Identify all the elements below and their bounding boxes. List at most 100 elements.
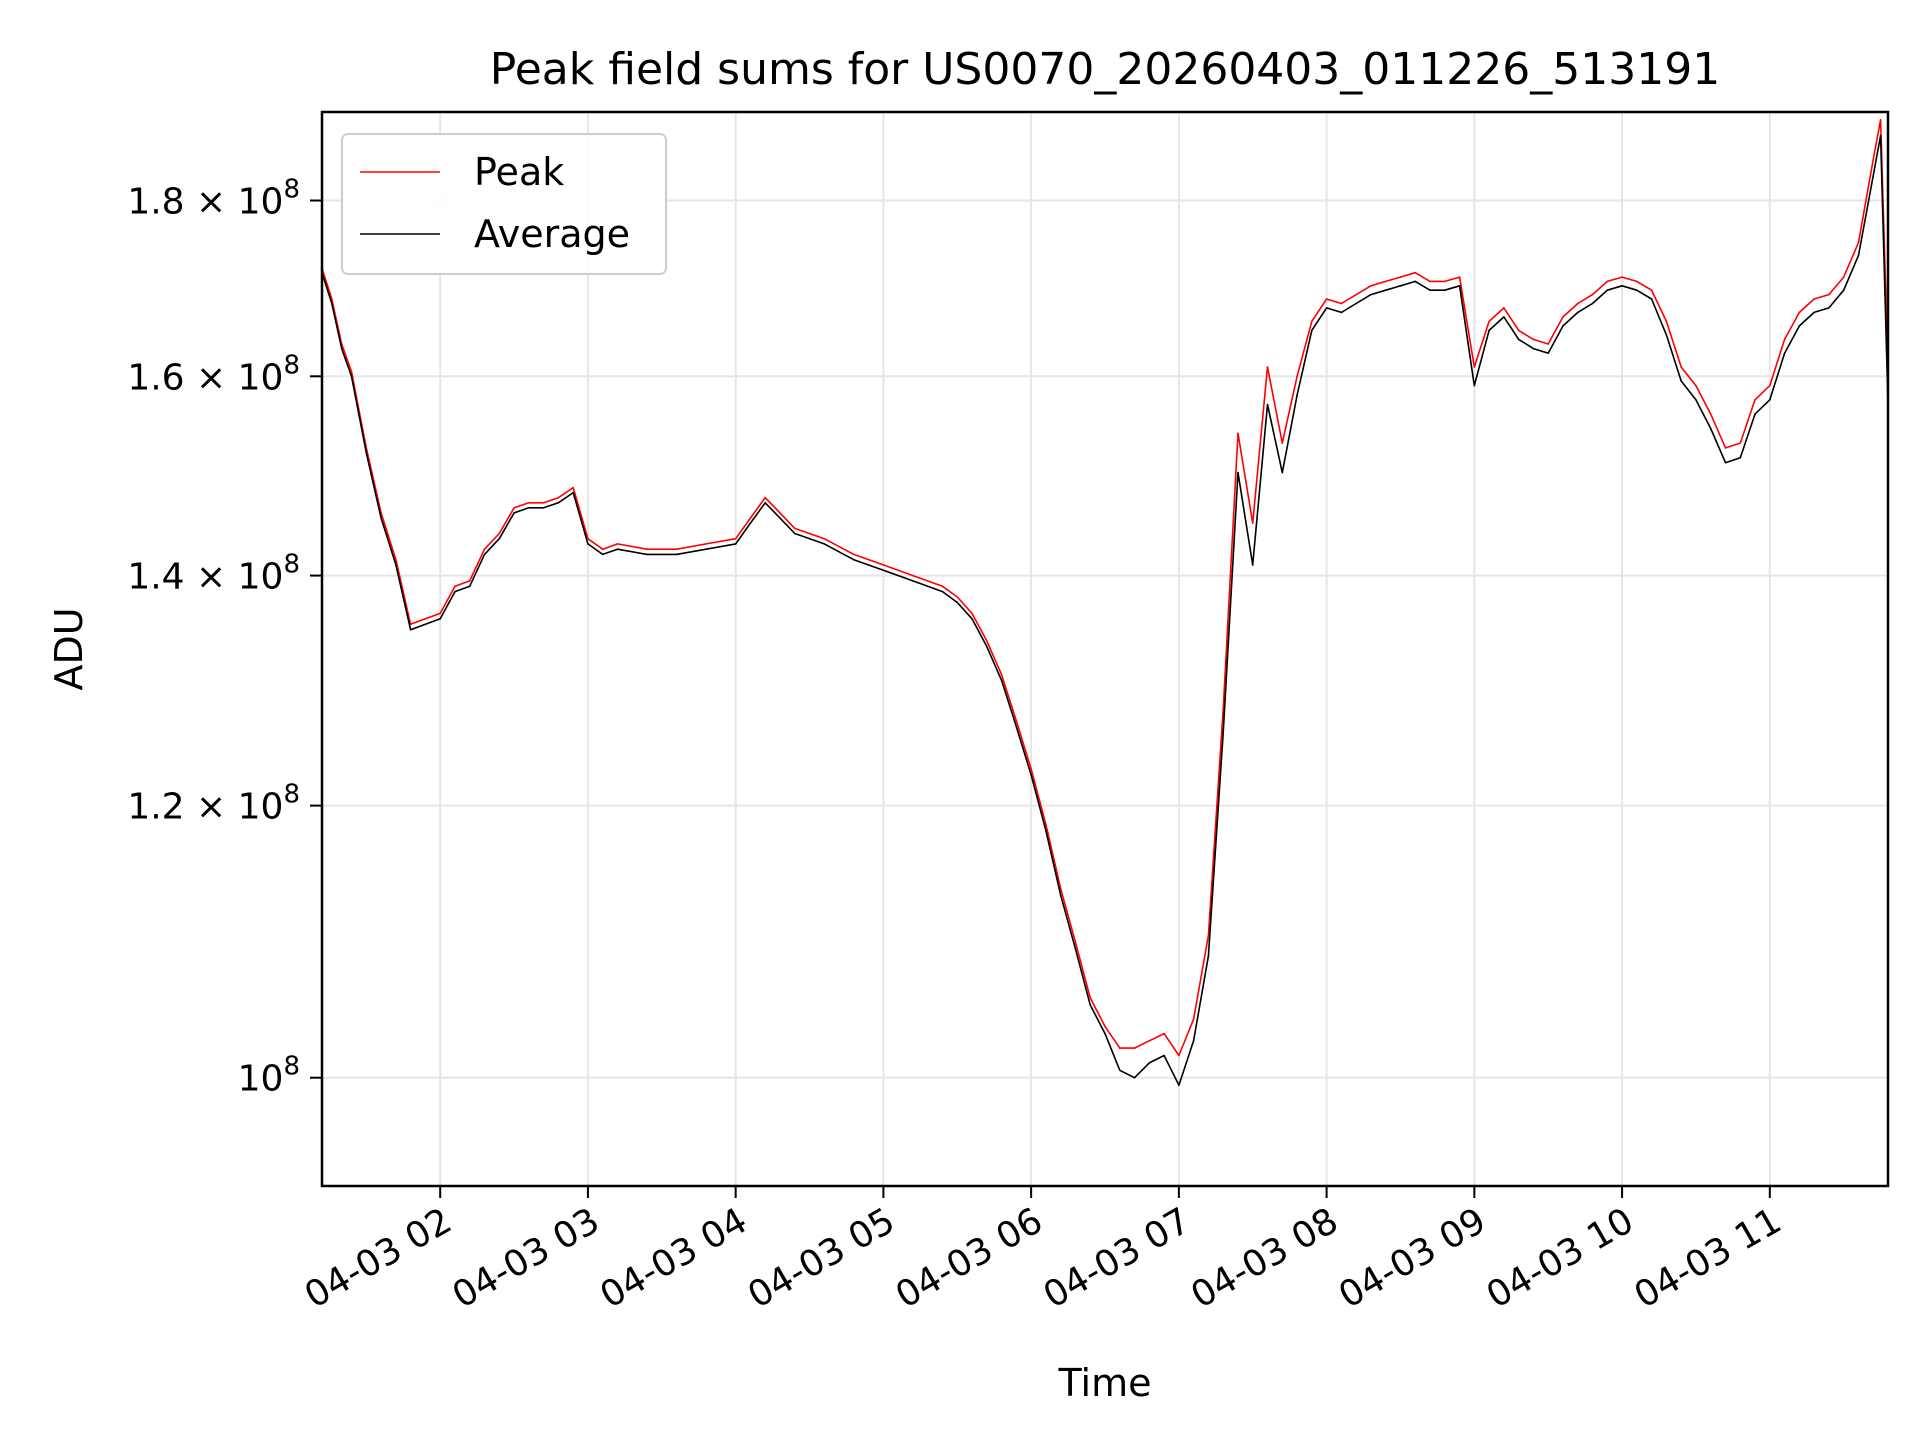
data-point-peak	[1237, 432, 1239, 435]
data-point-average	[1621, 285, 1623, 287]
data-point-average	[350, 375, 353, 378]
data-point-peak	[1488, 320, 1490, 323]
data-point-peak	[764, 496, 767, 499]
data-point-peak	[1473, 366, 1476, 368]
data-point-average	[1783, 352, 1786, 354]
y-axis-label: ADU	[47, 607, 91, 690]
data-point-average	[1458, 285, 1461, 287]
data-point-average	[1532, 347, 1535, 350]
data-point-peak	[572, 486, 574, 489]
data-point-peak	[1370, 285, 1372, 287]
data-point-average	[1163, 1054, 1165, 1057]
data-point-average	[1133, 1076, 1136, 1079]
data-point-average	[1562, 325, 1564, 327]
data-point-average	[601, 553, 604, 556]
data-point-average	[705, 548, 707, 550]
data-point-average	[675, 553, 678, 556]
data-point-peak	[986, 640, 988, 642]
data-point-average	[587, 543, 589, 545]
data-point-average	[483, 553, 486, 556]
data-point-peak	[853, 553, 855, 556]
data-point-average	[1857, 254, 1860, 257]
data-point-peak	[1842, 276, 1845, 278]
data-point-peak	[1547, 343, 1550, 345]
data-point-peak	[1621, 276, 1623, 278]
data-point-peak	[587, 537, 589, 540]
data-point-peak	[1266, 366, 1269, 368]
data-point-average	[971, 618, 973, 620]
data-point-average	[380, 517, 382, 519]
data-point-average	[1222, 732, 1224, 734]
plot-frame	[320, 110, 1890, 1188]
data-point-peak	[1384, 280, 1387, 283]
data-point-average	[1517, 338, 1520, 341]
data-point-average	[439, 618, 441, 620]
data-point-average	[912, 580, 914, 582]
data-point-average	[1251, 564, 1254, 566]
data-point-peak	[1769, 384, 1771, 387]
data-point-peak	[1148, 1040, 1151, 1042]
data-point-average	[1576, 311, 1579, 314]
data-point-peak	[601, 548, 604, 550]
data-point-peak	[1207, 934, 1210, 937]
data-point-peak	[1650, 289, 1653, 292]
series-line-peak	[322, 119, 1888, 1057]
y-tick-label: 1.2 × 108	[127, 780, 300, 828]
data-point-average	[956, 601, 959, 604]
data-point-peak	[749, 517, 752, 519]
legend-box	[341, 133, 667, 275]
data-point-peak	[912, 574, 914, 577]
x-axis-label: Time	[1058, 1361, 1152, 1405]
data-point-peak	[557, 496, 560, 499]
data-point-average	[793, 532, 796, 535]
data-point-peak	[882, 564, 885, 566]
data-point-peak	[1414, 271, 1417, 274]
data-point-average	[1340, 311, 1343, 314]
data-point-peak	[1517, 329, 1520, 332]
data-point-peak	[971, 612, 973, 615]
data-point-average	[1296, 394, 1298, 396]
series-lines	[322, 119, 1888, 1086]
data-point-peak	[1340, 302, 1343, 305]
data-point-average	[749, 522, 752, 524]
data-point-average	[1680, 380, 1682, 382]
data-point-peak	[941, 585, 944, 588]
data-point-average	[1769, 398, 1771, 401]
data-point-average	[331, 302, 333, 305]
data-point-peak	[705, 543, 707, 545]
data-point-average	[1074, 948, 1077, 950]
y-tick-label: 1.6 × 108	[127, 350, 300, 398]
data-point-average	[941, 590, 944, 593]
data-point-peak	[616, 543, 619, 545]
data-point-average	[1148, 1062, 1151, 1064]
data-point-peak	[1296, 375, 1298, 378]
data-point-peak	[483, 548, 486, 550]
y-tick-label: 1.4 × 108	[127, 550, 300, 598]
data-point-average	[1399, 285, 1402, 287]
data-point-average	[1178, 1084, 1180, 1086]
data-point-average	[1798, 325, 1801, 327]
data-point-peak	[1030, 767, 1032, 770]
data-point-peak	[395, 558, 397, 561]
data-point-average	[1443, 289, 1446, 292]
y-tick-label: 1.8 × 108	[127, 175, 300, 223]
data-point-peak	[779, 512, 781, 514]
data-point-average	[1709, 427, 1712, 430]
data-point-peak	[734, 537, 737, 540]
data-point-peak	[1118, 1047, 1121, 1049]
series-line-average	[322, 134, 1888, 1086]
data-point-average	[1547, 352, 1550, 354]
data-point-peak	[1443, 280, 1446, 283]
data-point-peak	[1089, 996, 1092, 999]
data-point-average	[646, 553, 648, 556]
data-point-average	[1606, 289, 1609, 292]
data-point-peak	[1709, 413, 1712, 415]
data-point-average	[1030, 774, 1032, 776]
data-point-peak	[498, 532, 501, 535]
data-point-average	[1384, 289, 1387, 292]
data-point-average	[528, 507, 530, 509]
data-point-peak	[1562, 316, 1564, 318]
data-point-peak	[1133, 1047, 1136, 1049]
